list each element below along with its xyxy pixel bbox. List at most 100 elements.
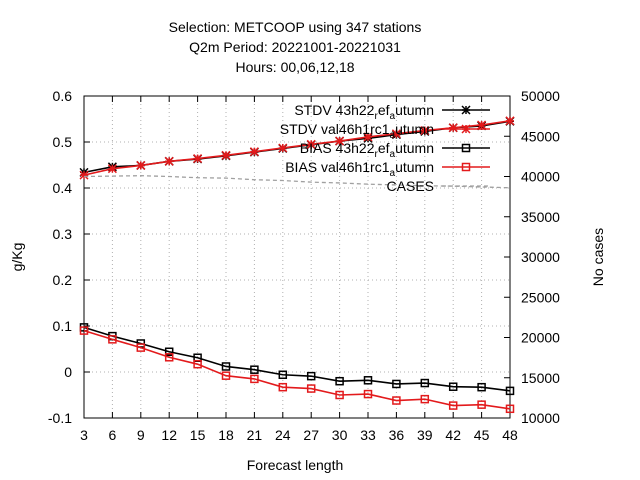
y2-tick-label: 10000 — [521, 410, 560, 426]
series-2 — [79, 323, 515, 396]
y2-axis-label: No cases — [590, 228, 606, 286]
x-tick-label: 39 — [417, 427, 433, 443]
data-point — [164, 347, 174, 357]
y2-tick-label: 15000 — [521, 370, 560, 386]
x-tick-label: 21 — [247, 427, 263, 443]
data-point — [448, 382, 458, 391]
axis-ticks: -0.1 0 0.1 0.2 0.3 0.4 0.5 0.6 3 6 9 12 15 18 21 24 27 30… — [48, 88, 560, 443]
data-point — [221, 150, 231, 160]
marker-stroke — [79, 170, 89, 180]
y-tick-label: 0.2 — [53, 272, 73, 288]
legend-label-subscript: r — [374, 149, 378, 160]
y2-tick-label: 20000 — [521, 330, 560, 346]
legend-label-subscript: a — [390, 130, 396, 141]
series-3 — [79, 326, 515, 414]
y2-tick-label: 40000 — [521, 169, 560, 185]
chart-title-line: Q2m Period: 20221001-20221031 — [189, 39, 401, 55]
x-axis-label: Forecast length — [247, 457, 344, 473]
data-point — [420, 125, 430, 136]
data-point — [221, 371, 231, 380]
y-tick-label: 0.5 — [53, 134, 73, 150]
legend-sample-marker — [461, 162, 471, 172]
marker-stroke — [221, 150, 231, 160]
x-tick-label: 48 — [502, 427, 518, 443]
y2-tick-label: 45000 — [521, 128, 560, 144]
legend-label-part: utumn — [395, 102, 434, 118]
series-1 — [79, 116, 515, 180]
marker-stroke — [461, 105, 471, 115]
legend-label-part: ef — [378, 140, 390, 156]
legend-label-part: utumn — [395, 121, 434, 137]
data-point — [363, 389, 373, 399]
marker-stroke — [420, 125, 430, 136]
data-point — [221, 362, 231, 371]
y-tick-label: 0.3 — [53, 226, 73, 242]
legend-label-part: STDV 43h22 — [294, 102, 374, 118]
y-tick-label: -0.1 — [48, 410, 72, 426]
legend-sample-marker — [461, 124, 471, 134]
data-point — [392, 379, 401, 389]
data-point — [505, 404, 515, 414]
legend-label-part: BIAS val46h1rc1 — [285, 159, 389, 175]
data-point — [107, 164, 117, 174]
data-point — [193, 359, 202, 369]
series-line — [83, 329, 511, 410]
plot-frame — [83, 95, 511, 419]
x-tick-label: 45 — [474, 427, 490, 443]
legend-label-part: STDV val46h1rc1 — [280, 121, 390, 137]
legend-label: BIAS val46h1rc1autumn — [285, 159, 434, 179]
data-point — [278, 143, 288, 153]
data-point — [136, 160, 146, 170]
marker-stroke — [505, 116, 515, 126]
chart-title: Selection: METCOOP using 347 stations Q2m… — [169, 19, 422, 75]
series-line — [83, 120, 511, 176]
data-point — [250, 374, 259, 384]
data-point — [306, 384, 316, 393]
marker-stroke — [363, 132, 373, 142]
legend-label-subscript: r — [374, 111, 378, 122]
data-point — [363, 376, 373, 385]
y-tick-label: 0.4 — [53, 180, 73, 196]
y-tick-label: 0.6 — [53, 88, 73, 104]
data-point — [164, 156, 174, 166]
x-tick-label: 27 — [303, 427, 319, 443]
grid — [84, 96, 510, 418]
y-tick-label: 0 — [64, 364, 72, 380]
marker-stroke — [136, 160, 146, 170]
legend-label-part: utumn — [395, 140, 434, 156]
x-tick-label: 24 — [275, 427, 291, 443]
x-tick-label: 30 — [332, 427, 348, 443]
series-layer — [79, 116, 515, 414]
legend-sample-marker — [461, 143, 471, 153]
data-point — [420, 394, 430, 404]
x-tick-label: 15 — [190, 427, 206, 443]
legend-label-subscript: a — [390, 149, 396, 160]
data-point — [363, 132, 373, 142]
x-tick-label: 12 — [161, 427, 177, 443]
data-point — [249, 147, 259, 157]
data-point — [448, 123, 458, 133]
legend-label: BIAS 43h22refautumn — [300, 140, 434, 160]
data-point — [136, 343, 146, 352]
legend-label-part: CASES — [387, 178, 434, 194]
x-tick-label: 9 — [137, 427, 145, 443]
y-tick-label: 0.1 — [53, 318, 73, 334]
series-line — [83, 326, 511, 392]
legend-label-subscript: a — [390, 168, 396, 179]
x-tick-label: 42 — [445, 427, 461, 443]
legend-label: STDV val46h1rc1autumn — [280, 121, 434, 141]
legend-label-part: ef — [378, 102, 390, 118]
x-tick-label: 36 — [389, 427, 405, 443]
data-point — [335, 376, 344, 386]
data-point — [477, 400, 486, 409]
y2-tick-label: 30000 — [521, 249, 560, 265]
y-axis-label: g/Kg — [9, 243, 25, 272]
x-tick-label: 18 — [218, 427, 234, 443]
marker-stroke — [306, 139, 316, 149]
marker-stroke — [335, 136, 345, 146]
y2-tick-label: 25000 — [521, 289, 560, 305]
series-line — [83, 175, 511, 189]
marker-stroke — [278, 143, 288, 153]
